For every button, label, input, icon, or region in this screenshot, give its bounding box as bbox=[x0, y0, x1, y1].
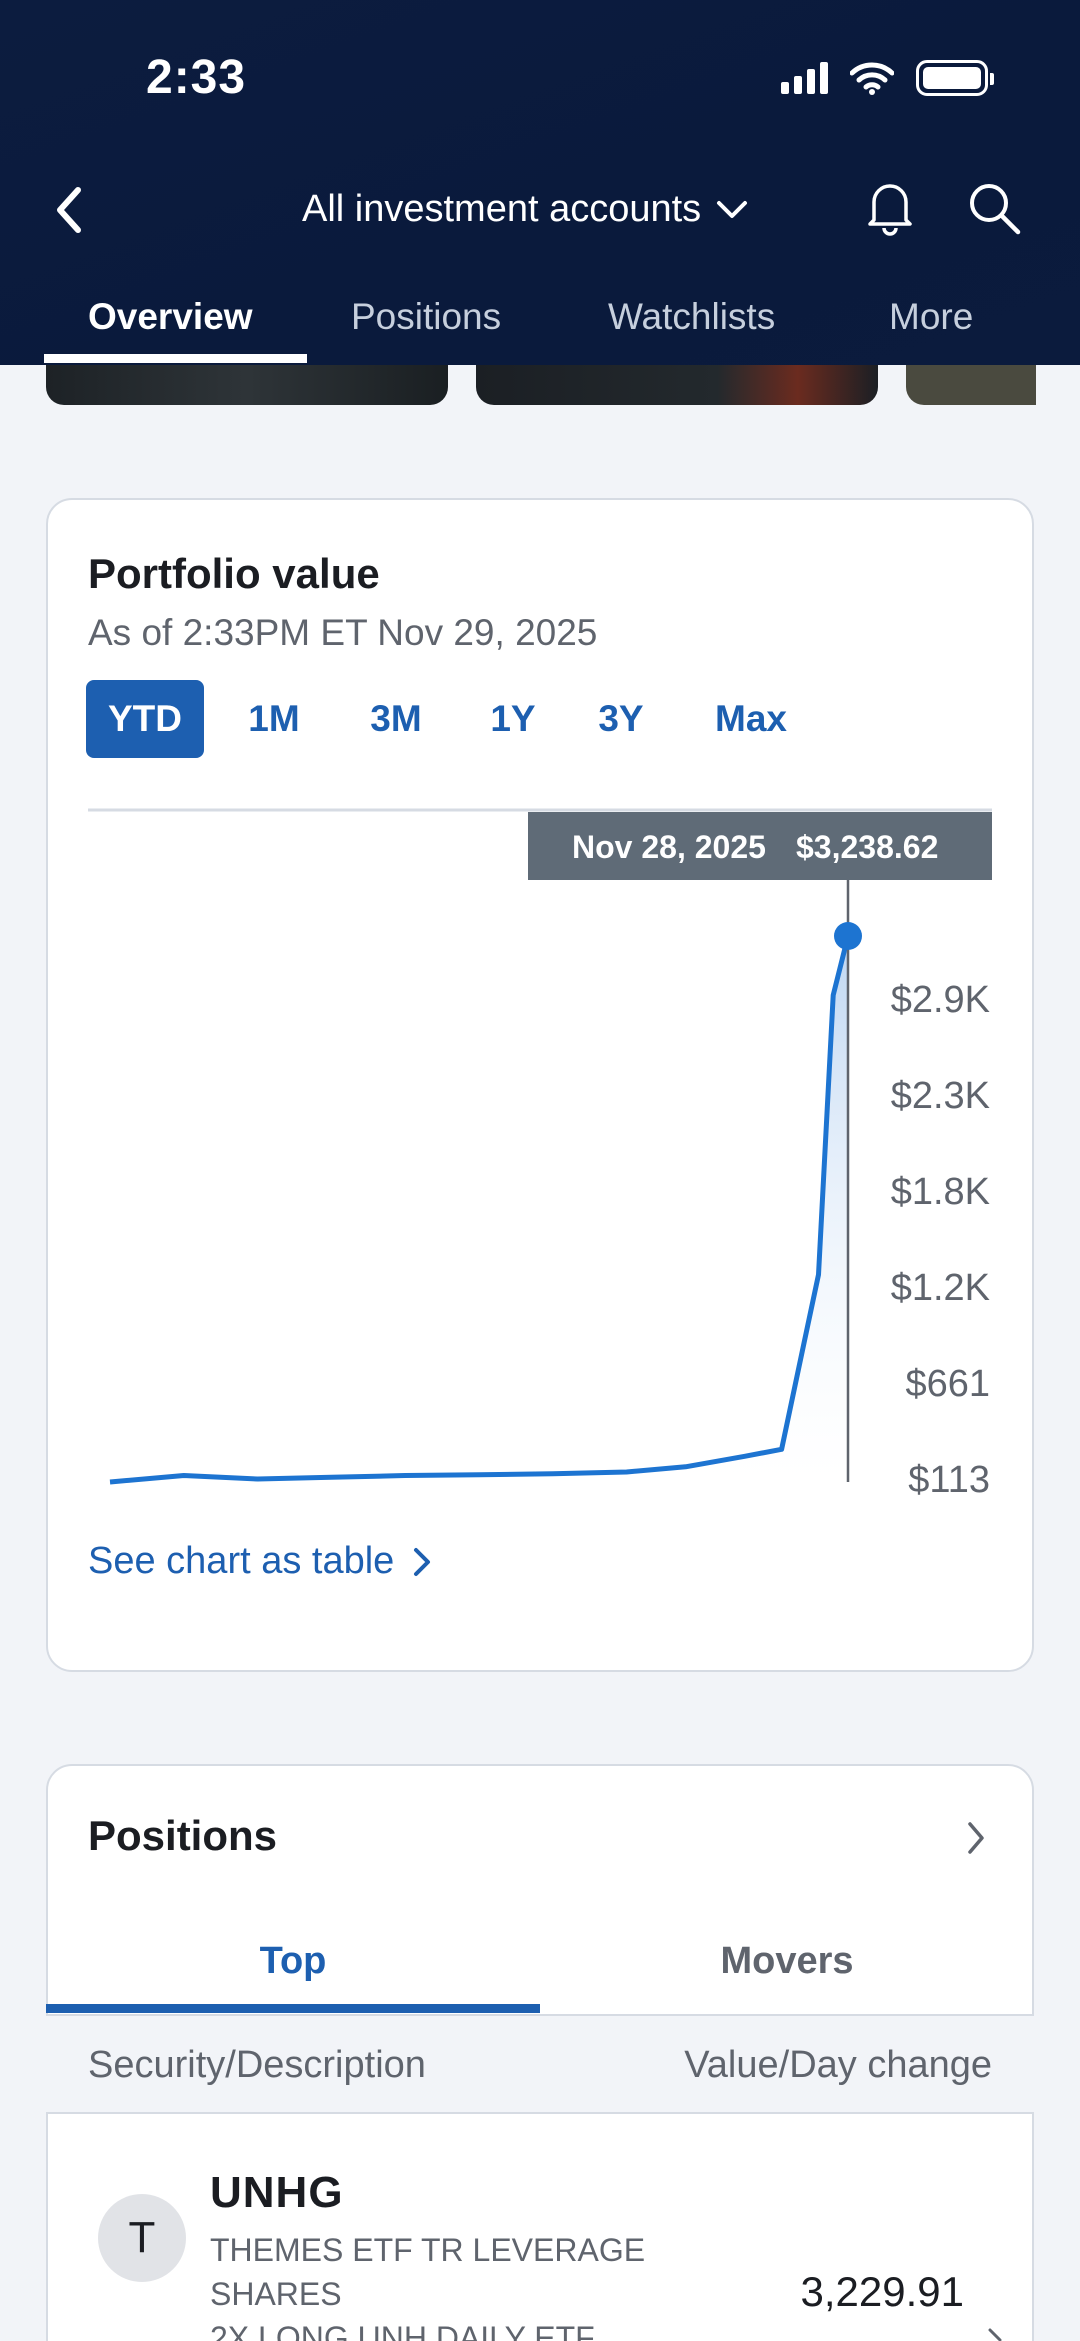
see-chart-as-table-link[interactable]: See chart as table bbox=[88, 1540, 432, 1583]
carousel-thumbnail[interactable] bbox=[476, 365, 878, 405]
column-header-security: Security/Description bbox=[88, 2044, 426, 2086]
range-3y[interactable]: 3Y bbox=[598, 698, 644, 739]
tab-more[interactable]: More bbox=[889, 296, 974, 337]
account-selector[interactable]: All investment accounts bbox=[302, 188, 749, 231]
see-table-label: See chart as table bbox=[88, 1540, 395, 1582]
status-time: 2:33 bbox=[146, 51, 247, 104]
range-3m[interactable]: 3M bbox=[370, 698, 422, 739]
status-icons bbox=[781, 60, 994, 96]
cellular-signal-icon bbox=[781, 62, 828, 94]
tab-watchlists[interactable]: Watchlists bbox=[608, 296, 776, 337]
active-tab-indicator bbox=[46, 2004, 540, 2013]
position-value: 3,229.91 bbox=[800, 2268, 965, 2315]
chevron-down-icon bbox=[717, 200, 748, 218]
nav-row: All investment accounts bbox=[0, 170, 1080, 250]
tab-top[interactable]: Top bbox=[259, 1940, 327, 1982]
positions-table-header: Security/Description Value/Day change bbox=[46, 2014, 1034, 2114]
range-1y[interactable]: 1Y bbox=[490, 698, 536, 739]
range-max[interactable]: Max bbox=[715, 698, 787, 739]
tab-movers[interactable]: Movers bbox=[720, 1940, 854, 1982]
avatar: T bbox=[98, 2194, 186, 2282]
position-description-line: 2X LONG UNH DAILY ETF bbox=[210, 2320, 595, 2341]
back-arrow-icon[interactable] bbox=[48, 182, 88, 238]
account-selector-label: All investment accounts bbox=[302, 188, 702, 230]
chevron-right-icon bbox=[988, 2328, 1002, 2341]
active-tab-indicator bbox=[44, 354, 307, 363]
news-carousel bbox=[0, 365, 1080, 407]
tab-positions[interactable]: Positions bbox=[351, 296, 502, 337]
table-row[interactable]: T UNHG THEMES ETF TR LEVERAGE SHARES 2X … bbox=[46, 2116, 1034, 2341]
portfolio-value-card bbox=[46, 498, 1034, 1672]
chevron-right-icon[interactable] bbox=[966, 1820, 986, 1856]
carousel-thumbnail[interactable] bbox=[906, 365, 1036, 405]
wifi-icon bbox=[850, 62, 894, 95]
carousel-thumbnail[interactable] bbox=[46, 365, 448, 405]
app-header: 2:33 All investment accounts bbox=[0, 0, 1080, 365]
tab-overview[interactable]: Overview bbox=[88, 296, 253, 337]
column-header-value: Value/Day change bbox=[684, 2044, 992, 2086]
chevron-right-icon bbox=[414, 1547, 431, 1576]
position-description-line: THEMES ETF TR LEVERAGE SHARES bbox=[210, 2232, 646, 2312]
range-1m[interactable]: 1M bbox=[248, 698, 300, 739]
bell-icon[interactable] bbox=[864, 178, 916, 236]
position-symbol: UNHG bbox=[210, 2168, 344, 2217]
position-description: THEMES ETF TR LEVERAGE SHARES 2X LONG UN… bbox=[210, 2228, 770, 2341]
range-ytd[interactable]: YTD bbox=[86, 680, 204, 758]
battery-icon bbox=[916, 60, 994, 96]
search-icon[interactable] bbox=[966, 180, 1022, 236]
portfolio-as-of: As of 2:33PM ET Nov 29, 2025 bbox=[88, 612, 598, 653]
positions-tabs: Top Movers bbox=[46, 1930, 1034, 2014]
main-tabs: Overview Positions Watchlists More bbox=[0, 290, 1080, 365]
positions-title: Positions bbox=[88, 1812, 278, 1859]
portfolio-title: Portfolio value bbox=[88, 550, 380, 597]
